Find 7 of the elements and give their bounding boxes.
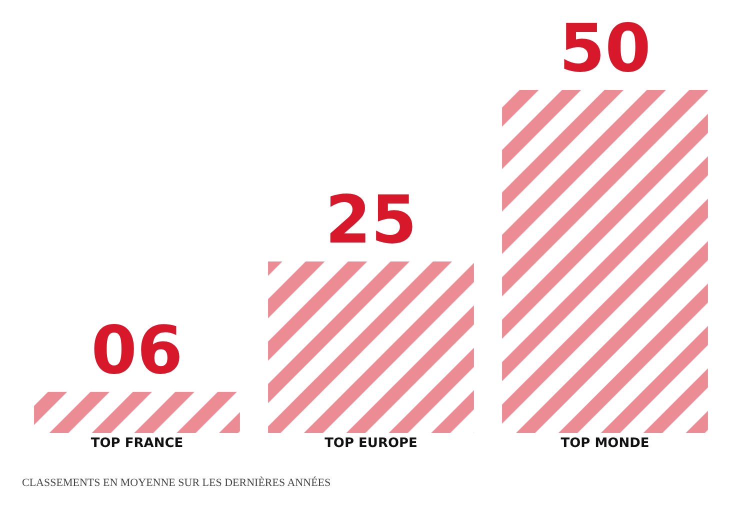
- text: CLASSEMENTS EN MOYENNE SUR LES DERNIÈRES ANNÉES: [22, 476, 331, 489]
- x-tick-label: TOP EUROPE: [324, 436, 418, 451]
- data-label: 50: [559, 10, 651, 87]
- data-label: 25: [325, 182, 417, 258]
- x-tick-label: TOP MONDE: [560, 436, 650, 451]
- data-label: 06: [91, 312, 183, 389]
- x-tick-label: TOP FRANCE: [90, 436, 184, 451]
